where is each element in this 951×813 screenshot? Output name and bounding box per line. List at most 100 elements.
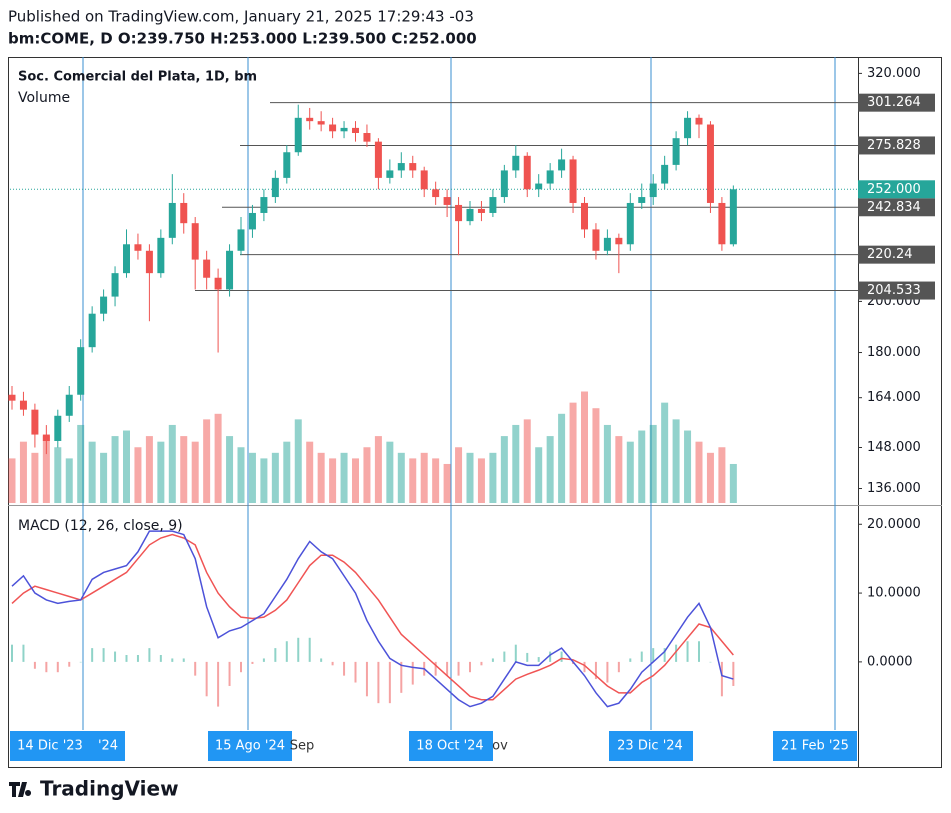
volume-bar [340, 452, 348, 503]
histogram-bar [446, 661, 449, 676]
candle-body [226, 250, 234, 290]
date-label-box [773, 731, 857, 761]
candle-body [374, 141, 382, 178]
volume-bar [546, 436, 554, 503]
date-label-box [409, 731, 493, 761]
histogram-bar [125, 655, 128, 662]
candle-body [684, 117, 692, 139]
x-tick-label: 18 Oct '24 [416, 739, 483, 754]
candle-body [535, 183, 543, 190]
histogram-bar [663, 648, 666, 662]
ohlc-header: bm:COME, D O:239.750 H:253.000 L:239.500… [8, 30, 477, 48]
y-tick-label: 164.000 [867, 390, 921, 405]
histogram-bar [686, 641, 689, 662]
level-label: 242.834 [867, 200, 921, 215]
macd-line [11, 530, 734, 708]
volume-bar [420, 452, 428, 503]
histogram-bar [629, 658, 632, 662]
candle-body [649, 183, 657, 198]
histogram-bar [33, 661, 36, 669]
histogram-bar [526, 652, 529, 662]
candle-body [8, 394, 16, 401]
volume-bar [477, 458, 485, 503]
histogram-bar [308, 637, 311, 662]
volume-bar [123, 430, 130, 503]
volume-bar [558, 413, 566, 503]
histogram-bar [732, 661, 735, 686]
chart-frame [8, 57, 942, 768]
histogram-bar [469, 661, 471, 673]
volume-bar [535, 447, 543, 503]
volume-bar [466, 452, 474, 503]
volume-bar [409, 458, 417, 503]
y-tick-label: 0.0000 [867, 654, 913, 669]
histogram-bar [68, 661, 71, 667]
histogram-bar [91, 648, 94, 662]
volume-bar [260, 458, 268, 503]
logo-icon [9, 782, 32, 797]
histogram-bar [22, 644, 25, 662]
volume-bar [500, 436, 508, 503]
volume-bar [695, 441, 703, 503]
candle-body [88, 313, 96, 348]
histogram-bar [560, 651, 563, 662]
histogram-bar [285, 641, 288, 662]
volume-bar [248, 452, 256, 503]
histogram-bar [331, 661, 334, 666]
volume-bar [42, 436, 50, 503]
volume-bar [603, 424, 611, 503]
candle-body [271, 177, 279, 198]
volume-bar [512, 424, 520, 503]
volume-bar [65, 458, 73, 503]
histogram-bar [720, 661, 723, 697]
candle-body [77, 347, 85, 395]
candle-body [603, 237, 611, 251]
volume-bar [706, 452, 714, 503]
level-label: 275.828 [867, 138, 921, 153]
volume-bar [168, 424, 176, 503]
volume-bar [191, 441, 199, 503]
volume-bar [31, 452, 39, 503]
histogram-bar [274, 648, 277, 662]
histogram-bar [411, 661, 414, 685]
histogram-bar [159, 655, 162, 662]
volume-bar [684, 430, 692, 503]
volume-bar [432, 458, 440, 503]
candle-body [661, 164, 669, 184]
candle-body [638, 197, 646, 203]
candle-body [65, 394, 73, 416]
candle-body [672, 138, 680, 165]
histogram-bar [171, 658, 174, 662]
candle-body [123, 244, 130, 274]
level-label-box [858, 281, 935, 300]
volume-bar [661, 402, 669, 503]
volume-bar [145, 436, 153, 503]
histogram-bar [114, 651, 117, 662]
candle-body [329, 124, 337, 132]
candle-body [42, 434, 50, 441]
histogram-bar [251, 661, 254, 664]
candle-body [168, 202, 176, 238]
volume-bar [386, 441, 394, 503]
volume-bar [352, 458, 359, 503]
volume-bar [88, 441, 96, 503]
volume-bar [77, 424, 85, 503]
published-note: Published on TradingView.com, January 21… [8, 8, 474, 26]
candle-body [455, 204, 463, 222]
volume-bar [8, 458, 16, 503]
histogram-bar [537, 657, 540, 662]
histogram-bar [262, 658, 265, 662]
histogram-bar [320, 658, 323, 662]
candle-body [626, 202, 634, 245]
candle-body [615, 237, 623, 245]
candle-body [581, 202, 588, 230]
volume-bar [523, 419, 531, 503]
level-label: 220.24 [867, 247, 913, 262]
volume-bar [294, 419, 302, 503]
y-tick-label: 10.0000 [867, 586, 921, 601]
volume-legend: Volume [18, 90, 70, 106]
candle-body [203, 259, 211, 278]
histogram-bar [56, 661, 59, 673]
volume-bar [271, 452, 279, 503]
volume-bar [397, 452, 405, 503]
